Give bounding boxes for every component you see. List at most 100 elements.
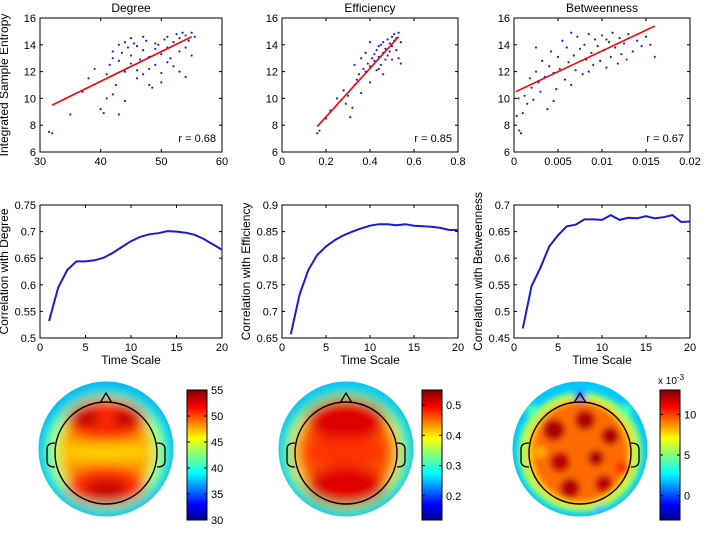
y-tick-label: 6	[30, 147, 36, 159]
scatter-point	[626, 58, 628, 60]
scatter-point	[395, 49, 397, 51]
y-tick-label: 14	[498, 40, 510, 52]
scatter-point	[127, 46, 129, 48]
correlation-annotation: r = 0.85	[414, 133, 452, 145]
scatter-point	[588, 33, 590, 35]
scatter-point	[614, 46, 616, 48]
y-axis-label: Correlation with Degree	[0, 208, 11, 334]
scatter-point	[649, 44, 651, 46]
y-tick-label: 6	[272, 147, 278, 159]
scatter-point	[109, 64, 111, 66]
y-tick-label: 0.85	[257, 227, 278, 239]
scatter-point	[188, 40, 190, 42]
scatter-point	[611, 32, 613, 34]
scatter-point	[597, 45, 599, 47]
plot-frame	[514, 205, 690, 338]
x-tick-label: 50	[155, 156, 167, 168]
scatter-point	[400, 41, 402, 43]
scatter-point	[564, 79, 566, 81]
scatter-point	[130, 62, 132, 64]
x-tick-label: 5	[555, 342, 561, 354]
x-tick-label: 0.4	[362, 156, 377, 168]
chart-title: Efficiency	[344, 1, 395, 15]
scatter-point	[592, 64, 594, 66]
x-tick-label: 0.015	[632, 156, 660, 168]
x-tick-label: 20	[684, 342, 696, 354]
scatter-point	[367, 62, 369, 64]
scatter-point	[400, 62, 402, 64]
scatter-point	[362, 68, 364, 70]
x-tick-label: 0.6	[406, 156, 421, 168]
scatter-point	[608, 41, 610, 43]
y-tick-label: 12	[24, 67, 36, 79]
scatter-point	[567, 61, 569, 63]
scatter-point	[133, 42, 135, 44]
scatter-point	[376, 49, 378, 51]
scatter-point	[371, 57, 373, 59]
scatter-point	[382, 41, 384, 43]
scatter-point	[391, 36, 393, 38]
scatter-point	[358, 73, 360, 75]
scatter-point	[531, 87, 533, 89]
scatter-point	[169, 57, 171, 59]
scatter-point	[360, 92, 362, 94]
scatter-point	[172, 65, 174, 67]
scatter-point	[518, 129, 520, 131]
colorbar-tick-label: 40	[211, 463, 223, 475]
y-tick-label: 0.7	[21, 227, 36, 239]
scatter-point	[354, 64, 356, 66]
scatter-point	[654, 56, 656, 58]
scatter-point	[185, 46, 187, 48]
scatter-point	[318, 129, 320, 131]
scatter-point	[151, 87, 153, 89]
scatter-point	[590, 52, 592, 54]
y-tick-label: 6	[504, 147, 510, 159]
scatter-point	[356, 79, 358, 81]
scatter-point	[130, 37, 132, 39]
colorbar-tick-label: 50	[211, 411, 223, 423]
scatter-point	[139, 58, 141, 60]
y-tick-label: 0.75	[257, 280, 278, 292]
correlation-annotation: r = 0.67	[646, 133, 684, 145]
scatter-point	[605, 66, 607, 68]
colorbar-tick-label: 0.5	[446, 400, 461, 412]
scatter-point	[316, 132, 318, 134]
scatter-point	[575, 69, 577, 71]
scatter-point	[336, 97, 338, 99]
scatter-point	[557, 56, 559, 58]
scatter-point	[191, 32, 193, 34]
colorbar-gradient	[422, 390, 442, 520]
y-tick-label: 10	[266, 93, 278, 105]
scatter-point	[112, 50, 114, 52]
scatter-point	[553, 100, 555, 102]
y-tick-label: 0.5	[21, 333, 36, 345]
x-tick-label: 0.02	[679, 156, 700, 168]
y-axis-label: Correlation with Betweenness	[471, 192, 485, 351]
scatter-point	[380, 64, 382, 66]
scatter-point	[181, 32, 183, 34]
scatter-point	[142, 73, 144, 75]
plot-frame	[514, 18, 690, 152]
plot-frame	[282, 18, 458, 152]
colorbar-tick-label: 0	[684, 491, 690, 503]
y-tick-label: 0.45	[489, 333, 510, 345]
scatter-point	[349, 116, 351, 118]
y-tick-label: 0.7	[495, 200, 510, 212]
scatter-point	[124, 41, 126, 43]
colorbar-tick-label: 45	[211, 437, 223, 449]
scatter-point	[573, 54, 575, 56]
scatter-point	[387, 54, 389, 56]
scatter-point	[121, 52, 123, 54]
y-tick-label: 10	[24, 93, 36, 105]
y-tick-label: 0.7	[263, 306, 278, 318]
scatter-point	[380, 44, 382, 46]
y-tick-label: 0.55	[489, 280, 510, 292]
y-tick-label: 0.55	[15, 306, 36, 318]
scatter-point	[106, 73, 108, 75]
scatter-point	[369, 41, 371, 43]
scatter-point	[106, 97, 108, 99]
